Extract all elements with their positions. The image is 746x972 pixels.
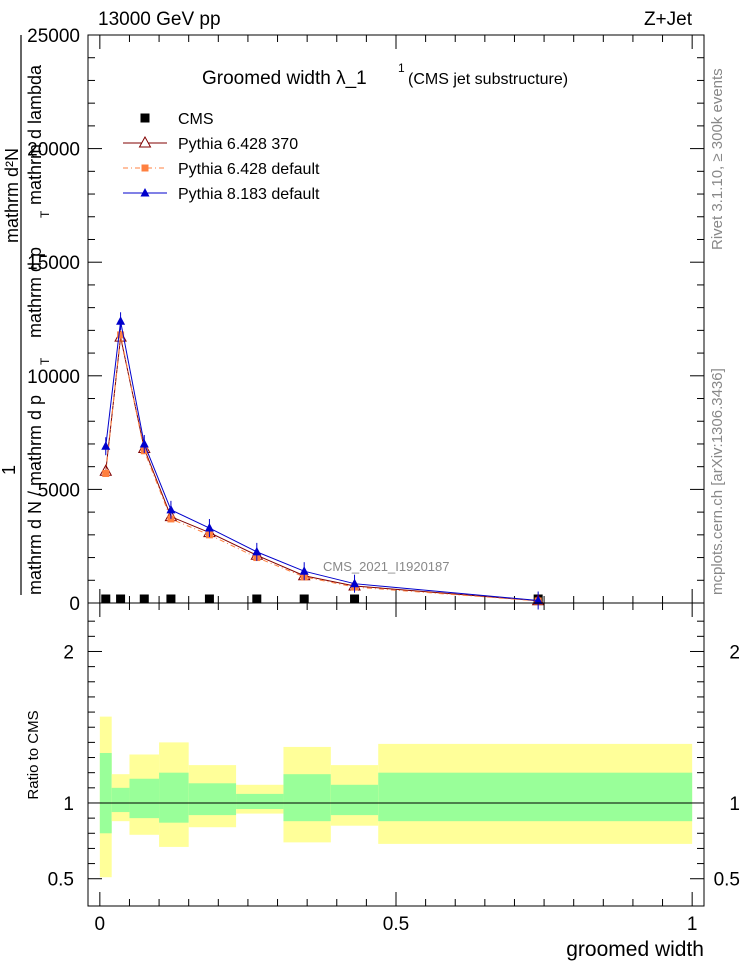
legend-label: Pythia 6.428 default [178, 161, 320, 178]
ylabel-numerator: 1 [0, 465, 19, 475]
series-line [105, 337, 539, 602]
stat-uncertainty-band [159, 772, 189, 823]
stat-uncertainty-band [111, 787, 130, 813]
legend-marker [141, 164, 149, 172]
legend-marker [140, 188, 150, 197]
data-point [252, 594, 262, 604]
main-axis-ticks: 0 5000 10000 15000 20000 25000 [27, 26, 704, 615]
ratio-ytick-label: 2 [63, 642, 74, 663]
main-ytick-label: 5000 [38, 480, 80, 501]
main-ytick-label: 20000 [27, 140, 80, 161]
main-series [99, 312, 545, 610]
ratio-ylabel: Ratio to CMS [25, 710, 42, 799]
mcplots-label: mcplots.cern.ch [arXiv:1306.3436] [709, 368, 726, 595]
data-point [350, 594, 360, 604]
chart-title: Groomed width λ_1 [202, 68, 367, 89]
data-point [204, 594, 214, 604]
ylabel-denominator-sub: T [38, 357, 52, 365]
series-2 [102, 331, 542, 605]
legend-item: Pythia 6.428 default [123, 161, 320, 178]
legend: CMS Pythia 6.428 370 Pythia 6.428 default P… [123, 111, 320, 203]
data-point [139, 594, 149, 604]
main-ytick-label: 0 [69, 594, 80, 615]
data-point [166, 594, 176, 604]
ratio-ytick-label: 1 [63, 794, 74, 815]
stat-uncertainty-band [330, 784, 379, 816]
ratio-xtick-label: 0 [95, 914, 106, 935]
data-point [204, 523, 214, 532]
ratio-xtick-label: 1 [687, 914, 698, 935]
legend-item: Pythia 8.183 default [123, 186, 320, 203]
energy-label: 13000 GeV pp [98, 9, 221, 30]
ratio-xtick-label: 0.5 [383, 914, 409, 935]
series-line [105, 334, 539, 602]
legend-label: Pythia 6.428 370 [178, 136, 298, 153]
data-point [117, 331, 125, 339]
main-panel: 0 5000 10000 15000 20000 25000 Groomed width … [27, 26, 705, 615]
main-ylabel: 1 mathrm d N / mathrm d p T mathrm d²N m… [0, 35, 52, 595]
data-point [101, 594, 111, 604]
ylabel-line-4: mathrm d lambda [25, 64, 45, 205]
main-ytick-label: 15000 [27, 253, 80, 274]
stat-uncertainty-band [129, 778, 160, 819]
data-point [167, 515, 175, 523]
data-point [139, 438, 149, 448]
rivet-label: Rivet 3.1.10, ≥ 300k events [709, 68, 726, 250]
ratio-ytick-label: 0.5 [48, 870, 74, 891]
data-point [533, 595, 543, 605]
legend-label: Pythia 8.183 default [178, 186, 320, 203]
data-point [102, 469, 110, 477]
series-3 [101, 312, 543, 610]
series-line [105, 321, 539, 601]
data-point [299, 566, 309, 575]
data-point [101, 441, 111, 450]
stat-uncertainty-band [99, 752, 112, 834]
ylabel-denominator: mathrm d N / mathrm d p [25, 395, 45, 595]
main-ytick-label: 25000 [27, 26, 80, 47]
analysis-label: CMS_2021_I1920187 [323, 559, 450, 574]
ratio-panel: 0.5 0.5 1 1 2 2 0 0.5 1 Ratio to CMS groomed wid… [25, 602, 740, 961]
stat-uncertainty-band [188, 783, 237, 816]
ratio-bands [99, 716, 693, 878]
data-point [116, 594, 126, 604]
data-point [166, 504, 176, 514]
chart-title-superscript: 1 [398, 61, 405, 75]
chart-subtitle: (CMS jet substructure) [408, 71, 568, 88]
series-1 [99, 330, 545, 606]
stat-uncertainty-band [283, 774, 331, 822]
data-point [350, 578, 360, 588]
ratio-ytick-label-right: 0.5 [714, 870, 740, 891]
ratio-xlabel: groomed width [566, 938, 704, 961]
data-point [116, 316, 126, 325]
stat-uncertainty-band [378, 772, 693, 822]
stat-uncertainty-band [236, 793, 284, 810]
data-point [299, 594, 309, 604]
ratio-axis-ticks: 0.5 0.5 1 1 2 2 0 0.5 1 [48, 603, 740, 935]
legend-item: Pythia 6.428 370 [123, 135, 298, 153]
ylabel-line-1: mathrm d²N [2, 148, 22, 243]
process-label: Z+Jet [644, 9, 693, 30]
ratio-ytick-label-right: 2 [729, 642, 740, 663]
legend-item: CMS [140, 111, 214, 128]
legend-marker [140, 113, 150, 123]
legend-marker [138, 135, 152, 148]
legend-label: CMS [178, 111, 214, 128]
data-point [252, 546, 262, 556]
main-ytick-label: 10000 [27, 367, 80, 388]
ratio-ytick-label-right: 1 [729, 794, 740, 815]
ylabel-line-3: T [38, 210, 52, 218]
ylabel-line-2: mathrm d p [25, 247, 45, 338]
